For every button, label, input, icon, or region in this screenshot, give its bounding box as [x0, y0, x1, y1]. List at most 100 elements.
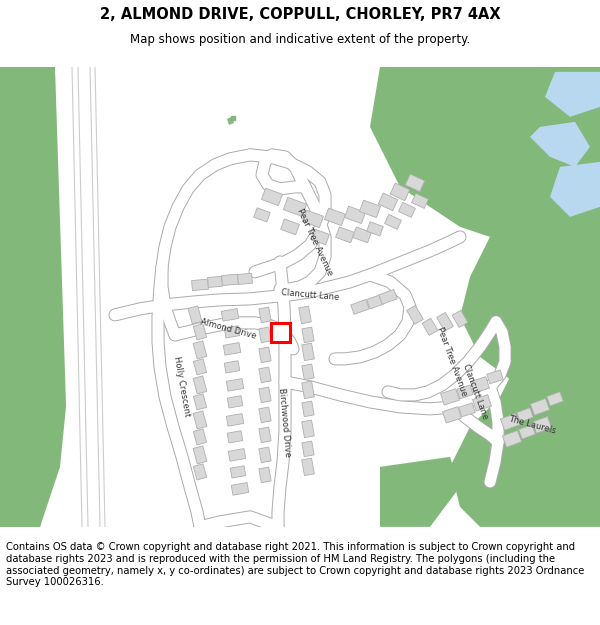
Polygon shape: [452, 311, 468, 328]
Polygon shape: [460, 222, 600, 397]
Text: Pear Tree Avenue: Pear Tree Avenue: [435, 326, 469, 398]
Polygon shape: [226, 414, 244, 426]
Polygon shape: [530, 399, 550, 415]
Polygon shape: [259, 467, 271, 482]
Polygon shape: [550, 162, 600, 217]
Polygon shape: [281, 219, 299, 235]
Polygon shape: [545, 72, 600, 117]
Polygon shape: [259, 347, 271, 362]
Text: Pear Tree Avenue: Pear Tree Avenue: [295, 207, 335, 277]
Polygon shape: [443, 407, 461, 423]
Polygon shape: [378, 193, 398, 211]
Polygon shape: [325, 208, 346, 226]
Polygon shape: [302, 401, 314, 417]
Polygon shape: [390, 183, 410, 201]
Polygon shape: [55, 67, 115, 527]
Polygon shape: [193, 324, 206, 340]
Polygon shape: [405, 174, 425, 192]
Text: Contains OS data © Crown copyright and database right 2021. This information is : Contains OS data © Crown copyright and d…: [6, 542, 584, 587]
Text: Clancutt Lane: Clancutt Lane: [281, 288, 340, 302]
Polygon shape: [0, 67, 70, 527]
Polygon shape: [473, 395, 491, 411]
Text: The Laurels: The Laurels: [507, 414, 557, 436]
Polygon shape: [299, 306, 311, 324]
Polygon shape: [500, 414, 520, 430]
Polygon shape: [230, 466, 246, 478]
Polygon shape: [440, 389, 460, 405]
Text: Holly Crescent: Holly Crescent: [172, 356, 192, 418]
Polygon shape: [259, 367, 271, 382]
Polygon shape: [359, 200, 380, 217]
Polygon shape: [532, 416, 551, 433]
Polygon shape: [208, 276, 223, 288]
Polygon shape: [259, 447, 271, 462]
Polygon shape: [231, 482, 249, 495]
Polygon shape: [335, 227, 355, 242]
Polygon shape: [385, 214, 401, 229]
Polygon shape: [398, 202, 415, 217]
Polygon shape: [519, 425, 535, 439]
Polygon shape: [224, 361, 240, 373]
Polygon shape: [0, 67, 40, 147]
Polygon shape: [228, 449, 246, 461]
Polygon shape: [259, 407, 271, 422]
Polygon shape: [379, 289, 397, 304]
Polygon shape: [351, 299, 369, 314]
Polygon shape: [271, 323, 290, 342]
Polygon shape: [259, 307, 271, 322]
Polygon shape: [302, 441, 314, 457]
Polygon shape: [193, 446, 207, 464]
Polygon shape: [457, 385, 473, 399]
Polygon shape: [0, 397, 60, 527]
Polygon shape: [353, 227, 371, 242]
Polygon shape: [238, 273, 253, 284]
Polygon shape: [370, 67, 600, 247]
Polygon shape: [412, 193, 428, 208]
Polygon shape: [193, 411, 207, 429]
Polygon shape: [470, 377, 490, 393]
Polygon shape: [262, 188, 283, 206]
Polygon shape: [188, 306, 202, 324]
Polygon shape: [367, 222, 383, 236]
Text: Almond Drive: Almond Drive: [199, 317, 257, 341]
Polygon shape: [223, 342, 241, 355]
Polygon shape: [367, 295, 383, 309]
Polygon shape: [259, 427, 271, 442]
Polygon shape: [302, 327, 314, 342]
Polygon shape: [283, 198, 307, 216]
Text: Clancutt Lane: Clancutt Lane: [461, 363, 489, 421]
Polygon shape: [193, 429, 206, 445]
Polygon shape: [459, 403, 475, 417]
Polygon shape: [227, 117, 234, 125]
Polygon shape: [380, 457, 460, 527]
Polygon shape: [193, 376, 207, 394]
Polygon shape: [502, 431, 521, 447]
Polygon shape: [193, 464, 206, 480]
Polygon shape: [311, 229, 329, 245]
Text: Birchwood Drive: Birchwood Drive: [277, 387, 293, 457]
Polygon shape: [302, 343, 314, 361]
Polygon shape: [302, 210, 323, 227]
Polygon shape: [226, 379, 244, 391]
Polygon shape: [487, 370, 503, 384]
Polygon shape: [254, 208, 270, 222]
Polygon shape: [422, 318, 438, 336]
Polygon shape: [259, 327, 271, 342]
Polygon shape: [221, 309, 239, 321]
Polygon shape: [221, 274, 238, 286]
Polygon shape: [437, 312, 454, 331]
Polygon shape: [227, 396, 243, 408]
Polygon shape: [191, 279, 208, 291]
Polygon shape: [30, 247, 80, 387]
Polygon shape: [547, 392, 563, 406]
Polygon shape: [450, 362, 600, 527]
Polygon shape: [302, 364, 314, 379]
Polygon shape: [302, 420, 314, 437]
Polygon shape: [302, 381, 314, 399]
Polygon shape: [259, 387, 271, 402]
Text: Map shows position and indicative extent of the property.: Map shows position and indicative extent…: [130, 33, 470, 46]
Text: 2, ALMOND DRIVE, COPPULL, CHORLEY, PR7 4AX: 2, ALMOND DRIVE, COPPULL, CHORLEY, PR7 4…: [100, 8, 500, 22]
Polygon shape: [517, 408, 533, 422]
Polygon shape: [193, 394, 206, 410]
Polygon shape: [407, 306, 424, 324]
